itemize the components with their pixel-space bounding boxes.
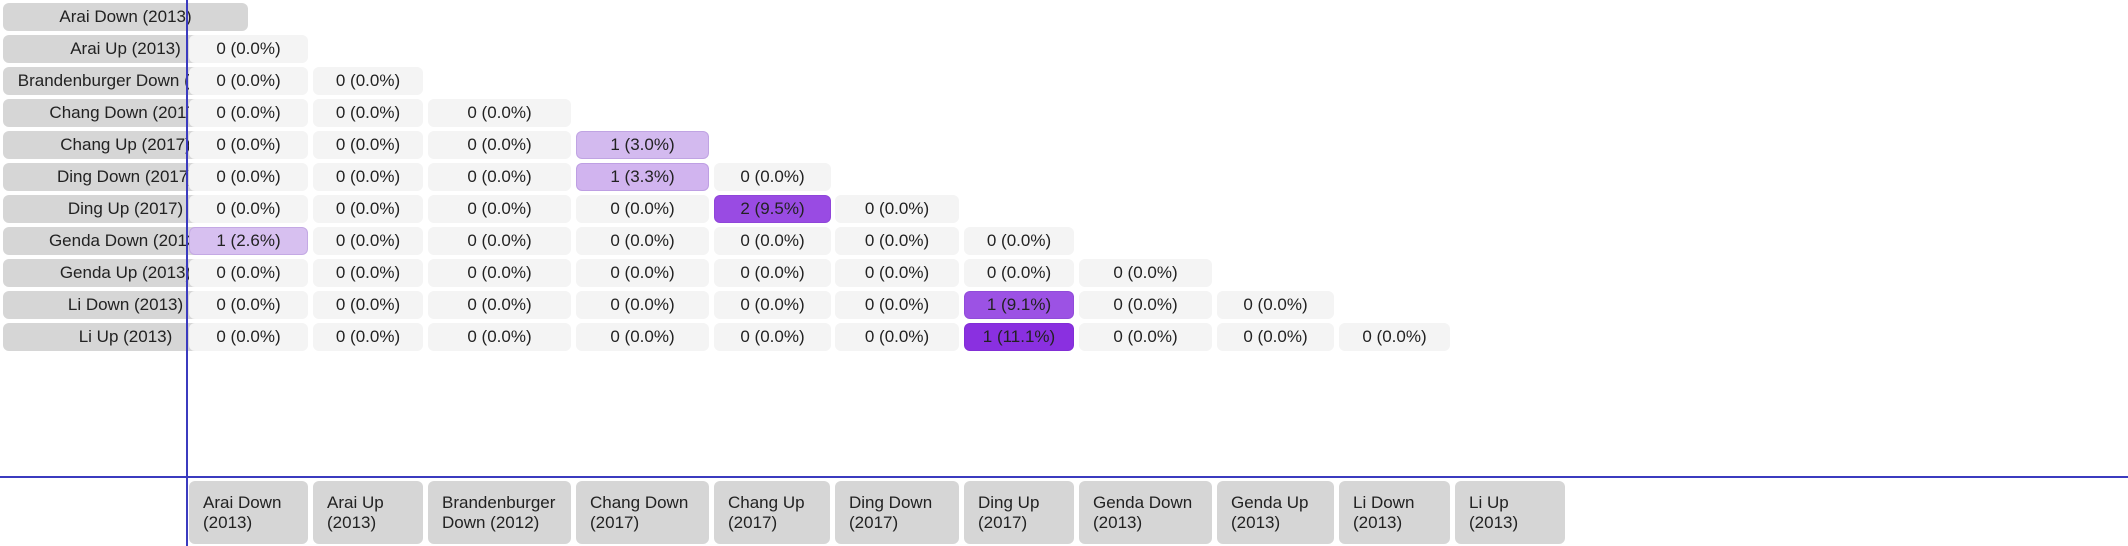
heatmap-cell: 0 (0.0%) xyxy=(428,291,571,319)
heatmap-cell: 0 (0.0%) xyxy=(576,195,709,223)
heatmap-cell: 0 (0.0%) xyxy=(714,259,831,287)
heatmap-cell: 0 (0.0%) xyxy=(428,227,571,255)
column-label: Brandenburger Down (2012) xyxy=(428,481,571,544)
heatmap-cell: 0 (0.0%) xyxy=(313,163,423,191)
column-label: Arai Up (2013) xyxy=(313,481,423,544)
heatmap-cell: 0 (0.0%) xyxy=(576,291,709,319)
heatmap-cell: 0 (0.0%) xyxy=(428,163,571,191)
heatmap-cell: 0 (0.0%) xyxy=(313,323,423,351)
heatmap-cell: 0 (0.0%) xyxy=(428,99,571,127)
heatmap-cell: 0 (0.0%) xyxy=(313,291,423,319)
row-label: Brandenburger Down (2012) xyxy=(3,67,248,95)
heatmap-cell: 0 (0.0%) xyxy=(313,259,423,287)
heatmap-cell: 0 (0.0%) xyxy=(964,227,1074,255)
heatmap-cell: 0 (0.0%) xyxy=(189,259,308,287)
heatmap-cell: 1 (2.6%) xyxy=(189,227,308,255)
heatmap-cell: 0 (0.0%) xyxy=(189,323,308,351)
heatmap-cell: 0 (0.0%) xyxy=(313,227,423,255)
heatmap-cell: 1 (3.3%) xyxy=(576,163,709,191)
heatmap-cell: 0 (0.0%) xyxy=(835,323,959,351)
heatmap-cell: 0 (0.0%) xyxy=(189,131,308,159)
heatmap-cell: 0 (0.0%) xyxy=(1079,291,1212,319)
heatmap-cell: 0 (0.0%) xyxy=(714,291,831,319)
heatmap-cell: 0 (0.0%) xyxy=(313,67,423,95)
column-label: Genda Down (2013) xyxy=(1079,481,1212,544)
heatmap-cell: 0 (0.0%) xyxy=(313,99,423,127)
heatmap-cell: 0 (0.0%) xyxy=(428,323,571,351)
column-label: Li Down (2013) xyxy=(1339,481,1450,544)
heatmap-cell: 0 (0.0%) xyxy=(313,195,423,223)
heatmap-cell: 0 (0.0%) xyxy=(835,195,959,223)
heatmap-cell: 0 (0.0%) xyxy=(714,163,831,191)
column-label: Ding Up (2017) xyxy=(964,481,1074,544)
column-label: Chang Down (2017) xyxy=(576,481,709,544)
heatmap-cell: 0 (0.0%) xyxy=(576,227,709,255)
column-label: Li Up (2013) xyxy=(1455,481,1565,544)
y-axis-line xyxy=(186,0,188,546)
heatmap-cell: 0 (0.0%) xyxy=(835,259,959,287)
heatmap-cell: 0 (0.0%) xyxy=(835,227,959,255)
heatmap-cell: 0 (0.0%) xyxy=(714,227,831,255)
heatmap-cell: 0 (0.0%) xyxy=(428,259,571,287)
heatmap-cell: 0 (0.0%) xyxy=(189,35,308,63)
heatmap-cell: 0 (0.0%) xyxy=(1217,291,1334,319)
column-label: Arai Down (2013) xyxy=(189,481,308,544)
heatmap-cell: 2 (9.5%) xyxy=(714,195,831,223)
x-axis-line xyxy=(0,476,2128,478)
heatmap-cell: 0 (0.0%) xyxy=(964,259,1074,287)
heatmap-cell: 0 (0.0%) xyxy=(1339,323,1450,351)
heatmap-cell: 1 (3.0%) xyxy=(576,131,709,159)
heatmap-cell: 0 (0.0%) xyxy=(189,99,308,127)
heatmap-cell: 0 (0.0%) xyxy=(1217,323,1334,351)
heatmap-cell: 0 (0.0%) xyxy=(428,131,571,159)
heatmap-cell: 0 (0.0%) xyxy=(576,323,709,351)
heatmap-cell: 0 (0.0%) xyxy=(428,195,571,223)
column-label: Chang Up (2017) xyxy=(714,481,830,544)
heatmap-cell: 1 (9.1%) xyxy=(964,291,1074,319)
heatmap-cell: 0 (0.0%) xyxy=(576,259,709,287)
heatmap-cell: 0 (0.0%) xyxy=(189,163,308,191)
column-label: Ding Down (2017) xyxy=(835,481,959,544)
heatmap-cell: 0 (0.0%) xyxy=(189,67,308,95)
heatmap-cell: 0 (0.0%) xyxy=(1079,259,1212,287)
heatmap-cell: 1 (11.1%) xyxy=(964,323,1074,351)
heatmap-cell: 0 (0.0%) xyxy=(189,195,308,223)
heatmap-cell: 0 (0.0%) xyxy=(835,291,959,319)
heatmap-cell: 0 (0.0%) xyxy=(714,323,831,351)
heatmap-cell: 0 (0.0%) xyxy=(1079,323,1212,351)
row-label: Arai Down (2013) xyxy=(3,3,248,31)
heatmap-cell: 0 (0.0%) xyxy=(313,131,423,159)
column-label: Genda Up (2013) xyxy=(1217,481,1334,544)
heatmap-cell: 0 (0.0%) xyxy=(189,291,308,319)
